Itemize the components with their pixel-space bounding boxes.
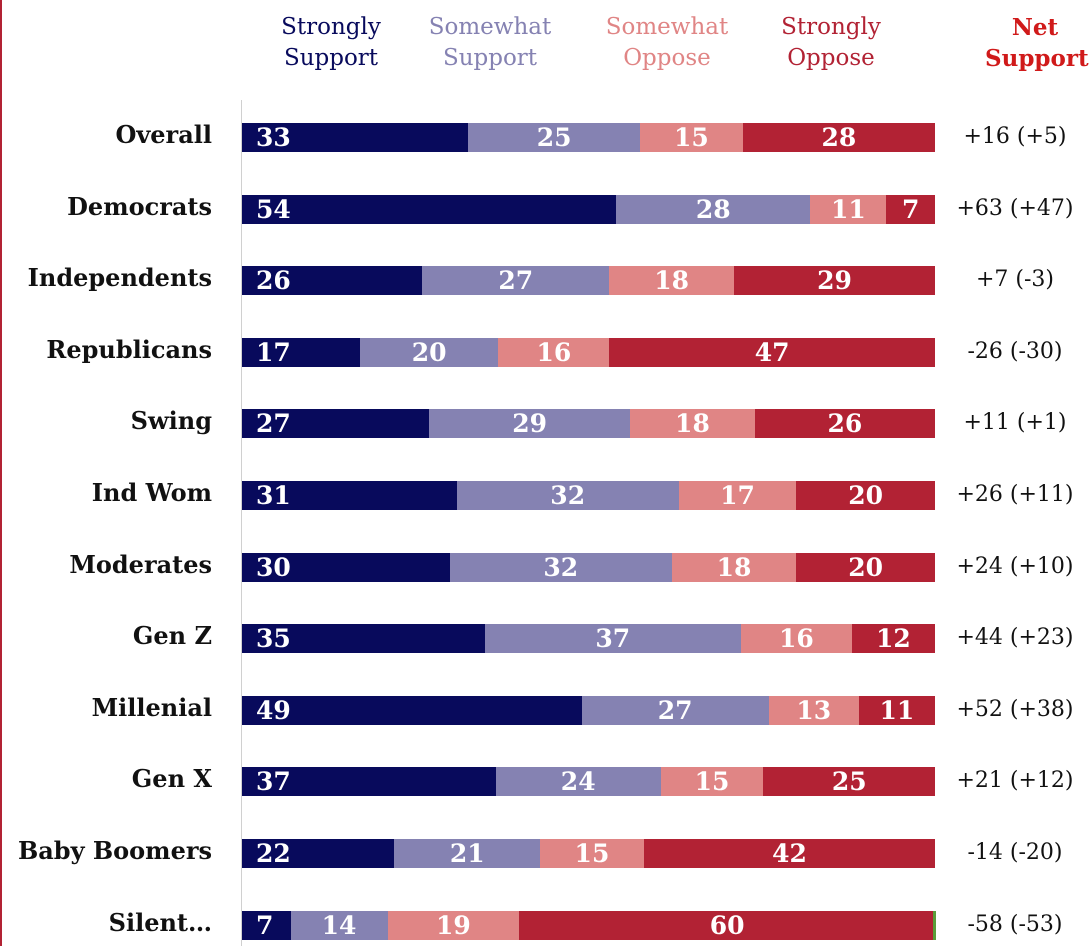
bar-republicans-somewhat-oppose: 16 (498, 338, 610, 367)
net-support-independents: +7 (-3) (975, 267, 1055, 292)
bar-gen-x-strongly-support: 37 (242, 767, 496, 796)
row-label-ind-wom: Ind Wom (91, 478, 212, 507)
bar-ind-wom-strongly-support: 31 (242, 481, 457, 510)
bar-ind-wom-somewhat-support: 32 (456, 481, 679, 510)
legend-strongly-oppose: Strongly Oppose (781, 14, 881, 71)
bar-republicans-strongly-oppose: 47 (609, 338, 935, 367)
row-label-democrats: Democrats (67, 192, 212, 221)
bar-independents-strongly-support: 26 (242, 266, 423, 295)
net-support-millenial: +52 (+38) (956, 697, 1074, 722)
bar-silent-strongly-support: 7 (242, 911, 291, 940)
bar-gen-x-strongly-oppose: 25 (763, 767, 935, 796)
row-label-millenial: Millenial (91, 693, 212, 722)
row-label-gen-z: Gen Z (132, 621, 212, 650)
row-label-gen-x: Gen X (131, 764, 212, 793)
bar-independents-somewhat-support: 27 (422, 266, 610, 295)
bar-moderates-strongly-support: 30 (242, 553, 450, 582)
legend-somewhat-support: Somewhat Support (428, 14, 552, 71)
bar-swing-somewhat-support: 29 (429, 409, 631, 438)
bar-baby-boomers-somewhat-oppose: 15 (539, 839, 644, 868)
bar-independents-strongly-oppose: 29 (734, 266, 935, 295)
bar-gen-z-strongly-oppose: 12 (851, 624, 935, 653)
bar-democrats-somewhat-support: 28 (616, 195, 811, 224)
bar-overall-somewhat-support: 25 (468, 123, 640, 152)
bar-baby-boomers-somewhat-support: 21 (394, 839, 540, 868)
bar-republicans-strongly-support: 17 (242, 338, 360, 367)
bar-end-marker (933, 911, 936, 940)
net-support-swing: +11 (+1) (963, 410, 1067, 435)
legend-strongly-support: Strongly Support (281, 14, 381, 71)
net-support-moderates: +24 (+10) (956, 554, 1074, 579)
bar-overall-somewhat-oppose: 15 (639, 123, 743, 152)
bar-millenial-strongly-oppose: 11 (858, 696, 935, 725)
bar-democrats-strongly-oppose: 7 (886, 195, 935, 224)
bar-republicans-somewhat-support: 20 (359, 338, 499, 367)
row-label-swing: Swing (130, 406, 212, 435)
bar-gen-x-somewhat-oppose: 15 (660, 767, 764, 796)
bar-gen-z-strongly-support: 35 (242, 624, 485, 653)
net-support-baby-boomers: -14 (-20) (967, 840, 1063, 865)
net-support-silent: -58 (-53) (967, 912, 1063, 937)
row-label-baby-boomers: Baby Boomers (17, 836, 212, 865)
bar-swing-strongly-oppose: 26 (754, 409, 935, 438)
category-axis-line (241, 100, 242, 946)
bar-baby-boomers-strongly-support: 22 (242, 839, 395, 868)
bar-democrats-somewhat-oppose: 11 (810, 195, 887, 224)
legend-somewhat-oppose: Somewhat Oppose (605, 14, 729, 71)
row-label-moderates: Moderates (69, 550, 212, 579)
bar-silent-somewhat-oppose: 19 (387, 911, 520, 940)
bar-overall-strongly-support: 33 (242, 123, 469, 152)
bar-millenial-strongly-support: 49 (242, 696, 582, 725)
bar-swing-somewhat-oppose: 18 (630, 409, 755, 438)
bar-ind-wom-somewhat-oppose: 17 (678, 481, 797, 510)
bar-millenial-somewhat-support: 27 (581, 696, 769, 725)
bar-gen-x-somewhat-support: 24 (495, 767, 661, 796)
legend-net-support: Net Support (985, 14, 1089, 72)
row-label-silent: Silent… (108, 908, 212, 937)
bar-silent-strongly-oppose: 60 (519, 911, 935, 940)
net-support-overall: +16 (+5) (963, 124, 1067, 149)
net-support-democrats: +63 (+47) (956, 196, 1074, 221)
bar-democrats-strongly-support: 54 (242, 195, 617, 224)
bar-gen-z-somewhat-support: 37 (484, 624, 741, 653)
bar-silent-somewhat-support: 14 (290, 911, 388, 940)
bar-moderates-somewhat-support: 32 (449, 553, 672, 582)
bar-overall-strongly-oppose: 28 (742, 123, 935, 152)
bar-independents-somewhat-oppose: 18 (609, 266, 735, 295)
bar-gen-z-somewhat-oppose: 16 (740, 624, 852, 653)
net-support-republicans: -26 (-30) (967, 339, 1063, 364)
bar-moderates-strongly-oppose: 20 (796, 553, 935, 582)
bar-ind-wom-strongly-oppose: 20 (796, 481, 935, 510)
row-label-overall: Overall (115, 120, 212, 149)
net-support-gen-z: +44 (+23) (956, 625, 1074, 650)
net-support-gen-x: +21 (+12) (956, 768, 1074, 793)
bar-baby-boomers-strongly-oppose: 42 (643, 839, 935, 868)
bar-moderates-somewhat-oppose: 18 (671, 553, 797, 582)
net-support-ind-wom: +26 (+11) (956, 482, 1074, 507)
bar-swing-strongly-support: 27 (242, 409, 430, 438)
row-label-republicans: Republicans (46, 335, 212, 364)
left-border (0, 0, 2, 946)
bar-millenial-somewhat-oppose: 13 (768, 696, 859, 725)
row-label-independents: Independents (27, 263, 212, 292)
